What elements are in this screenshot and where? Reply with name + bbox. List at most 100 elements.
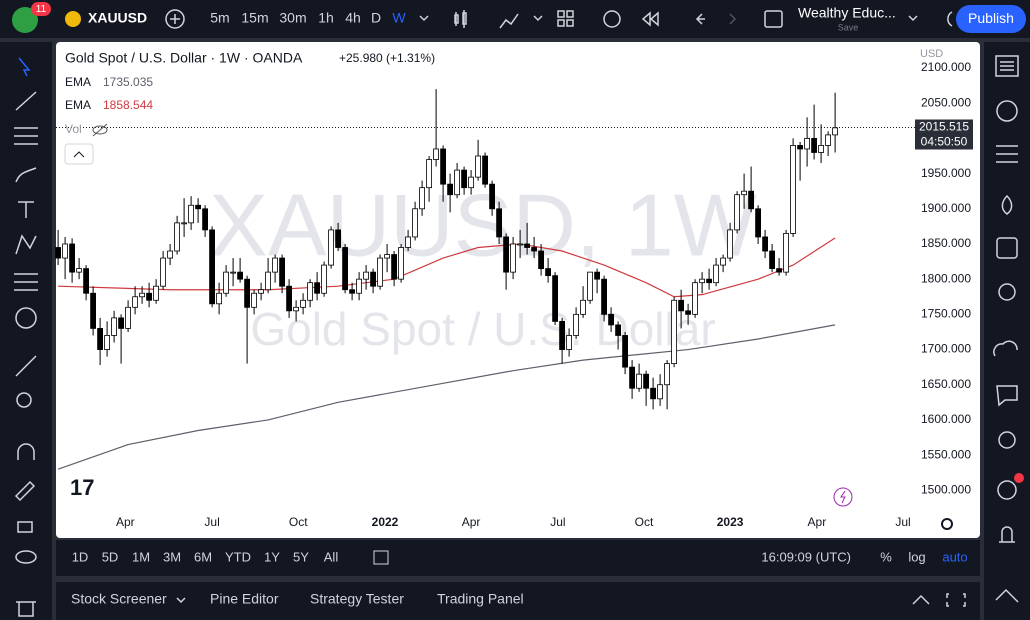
vol-eye[interactable] xyxy=(92,125,108,135)
legend-change: +25.980 (+1.31%) xyxy=(339,51,435,65)
collapse-legend[interactable] xyxy=(64,143,94,165)
clock: 16:09:09 (UTC) xyxy=(761,549,851,564)
icon-tool[interactable] xyxy=(15,307,37,329)
hide-tool[interactable] xyxy=(15,550,37,564)
candle-body xyxy=(314,282,321,294)
indicators-button[interactable] xyxy=(499,13,519,29)
measure-tool[interactable] xyxy=(15,355,37,377)
range-button[interactable]: 5D xyxy=(102,549,119,564)
interval[interactable]: 1h xyxy=(318,10,334,26)
candle-body xyxy=(650,387,656,400)
candle-body xyxy=(692,282,698,315)
hotlist-button[interactable] xyxy=(1001,194,1013,215)
bottom-tab[interactable]: Pine Editor xyxy=(210,591,279,607)
layout-dropdown[interactable] xyxy=(908,15,918,22)
range-button[interactable]: 1D xyxy=(72,549,89,564)
ideas-button[interactable] xyxy=(998,283,1016,301)
undo-button[interactable] xyxy=(695,13,705,25)
layout-name[interactable]: Wealthy Educ... xyxy=(798,5,896,21)
screener-dropdown[interactable] xyxy=(176,597,186,604)
legend-title: Gold Spot / U.S. Dollar · 1W · OANDA xyxy=(65,50,303,66)
currency[interactable]: USD xyxy=(920,48,943,60)
candle-body xyxy=(671,299,677,365)
interval[interactable]: D xyxy=(371,10,381,26)
quick-search[interactable] xyxy=(947,11,953,27)
compare-button[interactable] xyxy=(165,9,185,29)
candle-body xyxy=(419,187,426,210)
lock-tool[interactable] xyxy=(17,521,33,533)
user-avatar[interactable] xyxy=(12,7,38,33)
goto-date[interactable] xyxy=(373,550,389,565)
settings-gear[interactable] xyxy=(941,518,953,530)
alerts-button[interactable] xyxy=(996,100,1018,122)
bottom-tab[interactable]: Stock Screener xyxy=(71,591,167,607)
text-tool[interactable] xyxy=(18,201,34,218)
interval[interactable]: 15m xyxy=(241,10,268,26)
alert-button[interactable] xyxy=(603,10,621,28)
layout-button[interactable] xyxy=(557,10,574,27)
data-window-button[interactable] xyxy=(996,145,1018,163)
candle-body xyxy=(685,310,691,315)
interval[interactable]: 30m xyxy=(279,10,306,26)
calendar-button[interactable] xyxy=(996,237,1018,259)
help-button[interactable] xyxy=(998,431,1016,449)
screener-button[interactable] xyxy=(995,588,1019,603)
price-tick-label: 1950.000 xyxy=(921,166,971,180)
replay-button[interactable] xyxy=(641,11,659,27)
candle-body xyxy=(755,208,761,238)
time-tick-label: Jul xyxy=(550,515,565,529)
interval-dropdown[interactable] xyxy=(419,15,429,22)
zoom-tool[interactable] xyxy=(16,392,32,408)
candle-body xyxy=(552,275,558,322)
time-tick-label: Apr xyxy=(462,515,481,529)
bottom-tab[interactable]: Strategy Tester xyxy=(310,591,404,607)
range-button[interactable]: 3M xyxy=(163,549,181,564)
prediction-tool[interactable] xyxy=(14,273,38,291)
range-button[interactable]: YTD xyxy=(225,549,251,564)
publish-label: Publish xyxy=(968,10,1014,26)
watchlist-button[interactable] xyxy=(995,55,1019,77)
auto-toggle[interactable]: auto xyxy=(942,549,967,564)
range-button[interactable]: 6M xyxy=(194,549,212,564)
indicators-dropdown[interactable] xyxy=(533,15,543,22)
candle-body xyxy=(615,324,621,336)
range-button[interactable]: 5Y xyxy=(293,549,309,564)
brush-tool[interactable] xyxy=(15,167,37,183)
candle-body xyxy=(489,183,496,210)
time-tick-label: 2022 xyxy=(372,515,399,529)
magnet-tool[interactable] xyxy=(17,443,35,460)
draw-mode-tool[interactable] xyxy=(14,480,36,502)
cursor-tool[interactable] xyxy=(18,57,31,77)
bottom-tab[interactable]: Trading Panel xyxy=(437,591,524,607)
candle-body xyxy=(125,306,131,329)
intervals: 5m 15m 30m 1h 4h D W xyxy=(210,10,406,26)
trend-line-tool[interactable] xyxy=(15,91,37,111)
percent-toggle[interactable]: % xyxy=(880,549,892,564)
last-price-box xyxy=(915,119,973,150)
interval[interactable]: 5m xyxy=(210,10,229,26)
log-toggle[interactable]: log xyxy=(908,549,925,564)
panel-collapse[interactable] xyxy=(912,594,930,605)
candle-body xyxy=(657,384,663,400)
candle-body xyxy=(230,271,237,274)
trash-tool[interactable] xyxy=(16,601,36,617)
notification-dot xyxy=(1014,473,1024,483)
panel-maximize[interactable] xyxy=(946,593,966,607)
chat-button[interactable] xyxy=(996,385,1018,407)
bell-button[interactable] xyxy=(999,526,1015,543)
symbol[interactable]: XAUUSD xyxy=(88,10,147,26)
range-button[interactable]: All xyxy=(324,549,339,564)
range-button[interactable]: 1M xyxy=(132,549,150,564)
interval[interactable]: W xyxy=(392,10,406,26)
range-button[interactable]: 1Y xyxy=(264,549,280,564)
publish-button[interactable] xyxy=(956,5,1026,33)
events-icon[interactable] xyxy=(833,487,853,507)
fib-tool[interactable] xyxy=(14,127,38,145)
candle-body xyxy=(762,236,768,252)
fullscreen-button[interactable] xyxy=(764,10,783,28)
pattern-tool[interactable] xyxy=(15,234,37,255)
interval[interactable]: 4h xyxy=(345,10,361,26)
notifications-button[interactable] xyxy=(997,480,1017,500)
streams-button[interactable] xyxy=(993,340,1018,357)
chart-type-button[interactable] xyxy=(454,10,467,28)
